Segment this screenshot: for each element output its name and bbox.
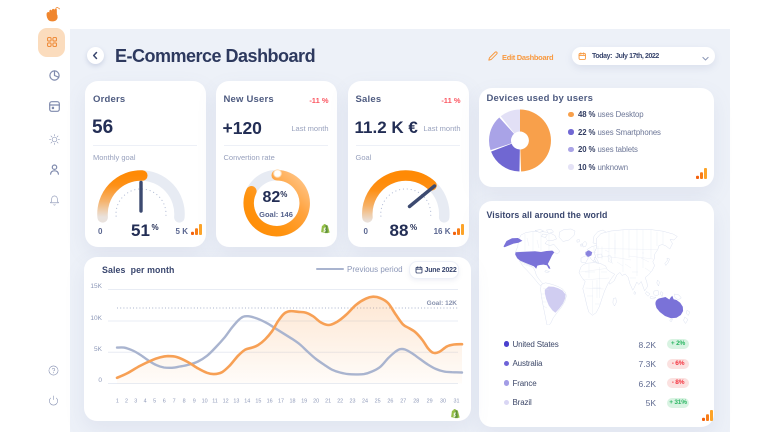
svg-text:9: 9 bbox=[193, 399, 196, 405]
svg-text:19: 19 bbox=[301, 399, 307, 405]
svg-text:29: 29 bbox=[427, 399, 433, 405]
svg-text:7: 7 bbox=[173, 399, 176, 405]
svg-text:14: 14 bbox=[244, 399, 250, 405]
svg-text:23: 23 bbox=[350, 399, 356, 405]
svg-text:22: 22 bbox=[337, 399, 343, 405]
svg-text:28: 28 bbox=[413, 399, 419, 405]
svg-text:13: 13 bbox=[233, 399, 239, 405]
svg-text:17: 17 bbox=[278, 399, 284, 405]
svg-text:31: 31 bbox=[454, 399, 460, 405]
svg-text:2: 2 bbox=[125, 399, 128, 405]
svg-text:20: 20 bbox=[313, 399, 319, 405]
svg-text:15: 15 bbox=[255, 399, 261, 405]
svg-text:4: 4 bbox=[144, 399, 147, 405]
svg-text:3: 3 bbox=[134, 399, 137, 405]
svg-text:8: 8 bbox=[183, 399, 186, 405]
svg-text:11: 11 bbox=[212, 399, 218, 405]
svg-text:10: 10 bbox=[202, 399, 208, 405]
svg-text:21: 21 bbox=[325, 399, 331, 405]
svg-text:16: 16 bbox=[267, 399, 273, 405]
svg-text:5: 5 bbox=[153, 399, 156, 405]
svg-text:1: 1 bbox=[116, 399, 119, 405]
svg-text:27: 27 bbox=[400, 399, 406, 405]
svg-text:25: 25 bbox=[375, 399, 381, 405]
svg-text:24: 24 bbox=[362, 399, 368, 405]
svg-text:18: 18 bbox=[290, 399, 296, 405]
svg-text:26: 26 bbox=[387, 399, 393, 405]
svg-text:12: 12 bbox=[223, 399, 229, 405]
svg-text:30: 30 bbox=[440, 399, 446, 405]
svg-text:6: 6 bbox=[163, 399, 166, 405]
